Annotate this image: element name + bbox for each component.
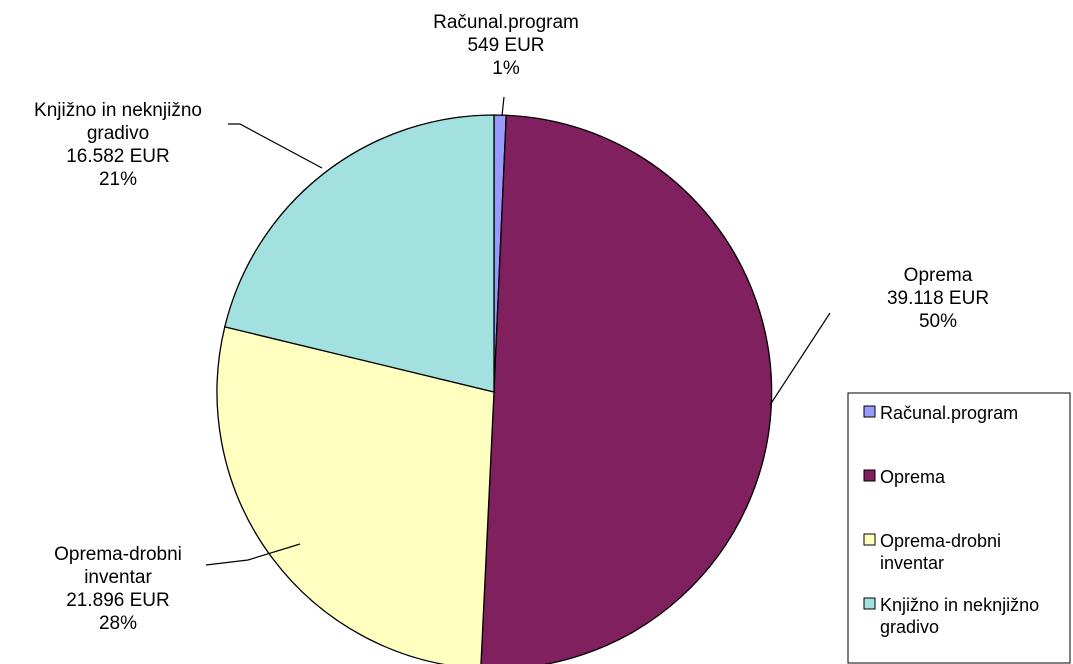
leader-line-1: [501, 96, 505, 117]
legend-swatch-2: [863, 469, 876, 482]
data-label-line: Oprema-drobni: [54, 544, 182, 565]
legend-entry-line: Računal.program: [880, 403, 1018, 423]
legend-entry-line: inventar: [880, 553, 944, 573]
legend-box: [847, 392, 1071, 664]
data-label-line: 39.118 EUR: [887, 288, 989, 309]
legend-entry-4: Knjižno in neknjižno gradivo: [880, 595, 1039, 637]
data-label-2: Oprema 39.118 EUR 50%: [887, 265, 989, 332]
legend-entry-2: Oprema: [880, 467, 946, 487]
legend-entry-line: gradivo: [880, 617, 939, 637]
leader-line-3: [205, 543, 301, 566]
data-label-line: 28%: [99, 613, 137, 634]
pie-slice-2: [480, 114, 773, 664]
data-label-line: 1%: [492, 58, 520, 79]
pie-slices: [216, 114, 773, 664]
legend-entry-1: Računal.program: [880, 403, 1018, 423]
data-labels: Računal.program 549 EUR 1%Oprema 39.118 EUR…: [34, 12, 989, 634]
legend-entry-line: Oprema-drobni: [880, 531, 1001, 551]
data-label-line: Knjižno in neknjižno: [34, 100, 202, 121]
data-label-3: Oprema-drobni inventar 21.896 EUR 28%: [54, 544, 182, 634]
legend: Računal.program Oprema Oprema-drobni invent…: [847, 392, 1071, 664]
data-label-1: Računal.program 549 EUR 1%: [433, 12, 579, 79]
legend-entry-line: Knjižno in neknjižno: [880, 595, 1039, 615]
legend-swatch-3: [863, 533, 876, 546]
data-label-line: 50%: [919, 311, 957, 332]
data-label-line: 16.582 EUR: [66, 146, 170, 167]
pie-slice-4: [223, 114, 495, 393]
data-label-line: Oprema: [904, 265, 973, 286]
legend-swatch-4: [863, 597, 876, 610]
leader-line-4: [228, 123, 323, 169]
leader-lines: [205, 96, 831, 566]
data-label-line: inventar: [84, 567, 152, 588]
data-label-line: gradivo: [87, 123, 149, 144]
pie-slice-3: [216, 326, 495, 664]
data-label-line: Računal.program: [433, 12, 579, 33]
data-label-line: 549 EUR: [467, 35, 544, 56]
data-label-line: 21%: [99, 169, 137, 190]
leader-line-2: [769, 312, 831, 406]
data-label-line: 21.896 EUR: [66, 590, 170, 611]
legend-entry-line: Oprema: [880, 467, 946, 487]
legend-swatch-1: [863, 405, 876, 418]
data-label-4: Knjižno in neknjižno gradivo 16.582 EUR 21%: [34, 100, 202, 190]
legend-entry-3: Oprema-drobni inventar: [880, 531, 1001, 573]
